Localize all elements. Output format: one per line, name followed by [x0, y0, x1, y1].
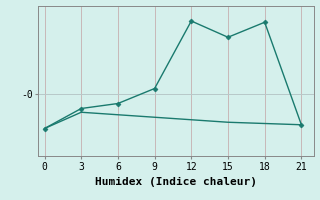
X-axis label: Humidex (Indice chaleur): Humidex (Indice chaleur): [95, 177, 257, 187]
